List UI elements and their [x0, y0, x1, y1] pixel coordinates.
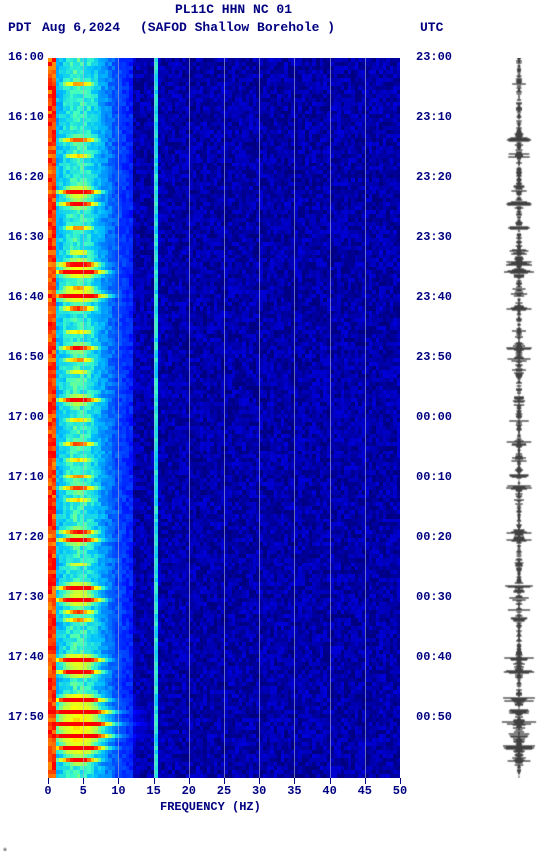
x-tick [48, 778, 49, 784]
y-label-left: 17:20 [0, 530, 44, 544]
x-tick [224, 778, 225, 784]
gridline [259, 58, 260, 778]
x-tick [189, 778, 190, 784]
x-tick-label: 45 [358, 784, 372, 798]
y-label-right: 23:30 [416, 230, 452, 244]
y-label-left: 17:00 [0, 410, 44, 424]
y-label-left: 17:50 [0, 710, 44, 724]
x-tick [118, 778, 119, 784]
x-tick [330, 778, 331, 784]
tz-right-label: UTC [420, 20, 443, 35]
header: PL11C HHN NC 01 PDT Aug 6,2024 (SAFOD Sh… [0, 0, 552, 40]
x-tick [154, 778, 155, 784]
y-label-left: 16:40 [0, 290, 44, 304]
gridline [189, 58, 190, 778]
x-tick [259, 778, 260, 784]
spectrogram-plot [48, 58, 400, 778]
x-tick [294, 778, 295, 784]
date-label: Aug 6,2024 [42, 20, 120, 35]
y-label-right: 00:10 [416, 470, 452, 484]
site-name: (SAFOD Shallow Borehole ) [140, 20, 335, 35]
x-tick-label: 30 [252, 784, 266, 798]
y-label-left: 16:30 [0, 230, 44, 244]
gridline [330, 58, 331, 778]
x-tick-label: 50 [393, 784, 407, 798]
y-label-left: 16:10 [0, 110, 44, 124]
x-axis-title: FREQUENCY (HZ) [160, 800, 261, 814]
y-label-left: 17:40 [0, 650, 44, 664]
y-label-left: 16:50 [0, 350, 44, 364]
x-tick [83, 778, 84, 784]
x-tick-label: 15 [146, 784, 160, 798]
y-label-right: 23:50 [416, 350, 452, 364]
y-label-right: 00:00 [416, 410, 452, 424]
x-tick [365, 778, 366, 784]
x-tick-label: 0 [44, 784, 51, 798]
gridline [365, 58, 366, 778]
x-tick [400, 778, 401, 784]
y-label-right: 23:20 [416, 170, 452, 184]
x-tick-label: 35 [287, 784, 301, 798]
x-tick-label: 20 [182, 784, 196, 798]
x-tick-label: 40 [322, 784, 336, 798]
y-label-right: 00:30 [416, 590, 452, 604]
gridline [154, 58, 155, 778]
station-code: PL11C HHN NC 01 [175, 2, 292, 17]
y-label-left: 16:00 [0, 50, 44, 64]
y-label-right: 23:40 [416, 290, 452, 304]
y-label-left: 16:20 [0, 170, 44, 184]
y-label-left: 17:30 [0, 590, 44, 604]
gridline [294, 58, 295, 778]
x-tick-label: 25 [217, 784, 231, 798]
gridline [83, 58, 84, 778]
y-label-left: 17:10 [0, 470, 44, 484]
y-label-right: 00:40 [416, 650, 452, 664]
gridline [118, 58, 119, 778]
y-label-right: 23:10 [416, 110, 452, 124]
y-label-right: 00:50 [416, 710, 452, 724]
tz-left-label: PDT [8, 20, 31, 35]
footnote: * [2, 848, 8, 859]
y-label-right: 00:20 [416, 530, 452, 544]
x-tick-label: 10 [111, 784, 125, 798]
waveform-canvas [498, 58, 540, 778]
y-label-right: 23:00 [416, 50, 452, 64]
gridline [224, 58, 225, 778]
x-tick-label: 5 [80, 784, 87, 798]
